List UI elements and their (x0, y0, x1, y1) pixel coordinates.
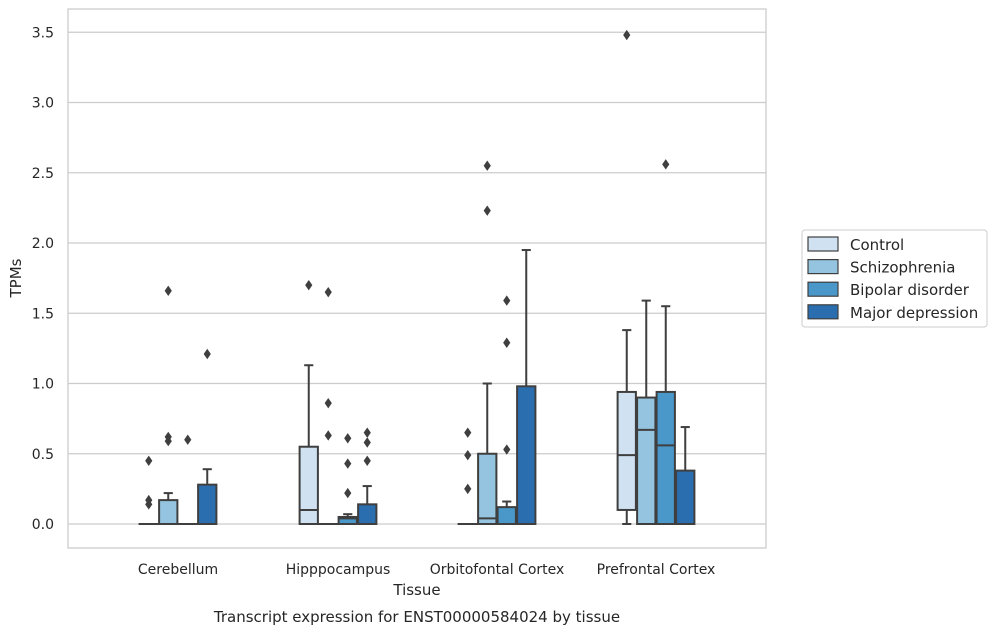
box-major-depression (357, 427, 378, 525)
y-tick-label: 2.5 (32, 166, 54, 182)
outlier-point (164, 435, 172, 447)
legend-label: Major depression (850, 304, 978, 322)
x-tick-label: Cerebellum (138, 562, 218, 578)
legend-label: Bipolar disorder (850, 281, 970, 299)
box-major-depression (675, 426, 696, 525)
outlier-point (203, 348, 211, 360)
box-bipolar-disorder (496, 295, 517, 526)
outlier-point (324, 286, 332, 298)
y-tick-label: 0.0 (32, 517, 54, 533)
x-axis-title: Tissue (392, 581, 440, 599)
box-body (197, 483, 218, 526)
box-body (477, 452, 498, 525)
legend-label: Schizophrenia (850, 259, 955, 277)
gridlines (68, 31, 766, 525)
y-tick-label: 1.5 (32, 306, 54, 322)
y-tick-label: 0.5 (32, 447, 54, 463)
legend-swatch (807, 236, 839, 252)
outlier-point (464, 483, 472, 495)
y-tick-label: 1.0 (32, 377, 54, 393)
x-tick-label: Hipppocampus (286, 562, 391, 578)
outlier-point (483, 160, 491, 171)
box-schizophrenia (477, 160, 498, 525)
box-body (158, 499, 179, 525)
outlier-point (503, 295, 511, 306)
outlier-point (464, 427, 472, 438)
y-axis-title: TPMs (7, 258, 25, 298)
outlier-point (662, 159, 670, 170)
box-schizophrenia (636, 299, 657, 525)
legend: Control Schizophrenia Bipolar disorder Majo… (801, 229, 988, 328)
outlier-point (623, 29, 631, 41)
outlier-point (344, 433, 352, 444)
legend-swatch (807, 259, 839, 275)
y-tick-label: 3.0 (32, 96, 54, 112)
outlier-point (305, 279, 313, 291)
outlier-point (324, 430, 332, 441)
outlier-point (145, 455, 153, 466)
box-body (516, 385, 537, 525)
box-schizophrenia (158, 285, 179, 525)
outlier-point (503, 444, 511, 455)
box-body (655, 390, 676, 525)
box-schizophrenia (318, 286, 339, 526)
box-body (298, 445, 319, 526)
box-body (675, 469, 696, 525)
chart-caption: Transcript expression for ENST0000058402… (213, 608, 620, 626)
outlier-point (464, 449, 472, 461)
x-tick-label: Prefrontal Cortex (597, 562, 716, 578)
box-bipolar-disorder (655, 159, 676, 525)
x-tick-label: Orbitofontal Cortex (430, 562, 565, 578)
box-bipolar-disorder (337, 433, 358, 525)
y-tick-labels: 0.0 0.5 1.0 1.5 2.0 2.5 3.0 3.5 (32, 25, 54, 533)
legend-swatch (807, 281, 839, 297)
box-control (616, 29, 637, 525)
legend-frame (801, 229, 988, 328)
box-major-depression (197, 348, 218, 526)
legend-label: Control (850, 236, 904, 254)
outlier-point (363, 427, 371, 438)
outlier-point (503, 337, 511, 348)
outlier-point (363, 455, 371, 466)
box-control (138, 455, 159, 526)
box-control (298, 279, 319, 526)
y-tick-label: 3.5 (32, 25, 54, 41)
outlier-point (184, 434, 192, 445)
legend-swatch (807, 304, 839, 320)
y-tick-label: 2.0 (32, 236, 54, 252)
box-body (616, 390, 637, 511)
box-control (457, 427, 478, 526)
boxes (138, 29, 696, 526)
outlier-point (164, 285, 172, 296)
box-bipolar-disorder (177, 434, 198, 526)
box-major-depression (516, 249, 537, 525)
outlier-point (145, 499, 153, 510)
box-body (636, 396, 657, 525)
outlier-point (483, 205, 491, 216)
outlier-point (363, 437, 371, 448)
box-body (496, 506, 517, 526)
plot-frame (67, 8, 767, 549)
outlier-point (344, 487, 352, 499)
outlier-point (344, 458, 352, 469)
box-body (357, 503, 378, 525)
outlier-point (324, 397, 332, 409)
box-body (337, 515, 358, 525)
x-tick-labels: Cerebellum Hipppocampus Orbitofontal Corte… (138, 562, 715, 578)
